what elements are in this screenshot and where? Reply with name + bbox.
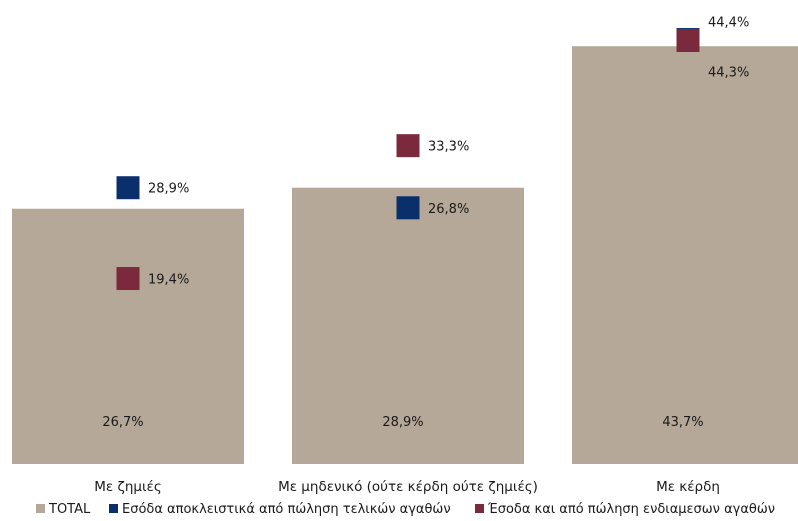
marker-series-2-0 [116,267,140,291]
legend-item-0: TOTAL [36,502,91,517]
bar-total-2 [572,46,798,465]
legend-item-1: Εσόδα αποκλειστικά από πώληση τελικών αγ… [109,502,451,517]
marker-label-series-1-2: 44,4% [708,16,749,31]
legend-swatch-2 [475,504,484,513]
bars-layer [12,46,798,465]
bar-total-label-0: 26,7% [102,415,143,430]
legend-label-0: TOTAL [48,502,91,517]
bar-labels-layer: 26,7% 28,9% 43,7% [102,415,703,430]
legend-item-2: Έσοδα και από πώληση ενδιαμεσων αγαθών [475,502,775,517]
bar-total-0 [12,208,244,464]
marker-series-2-2 [676,28,700,52]
bar-total-label-2: 43,7% [662,415,703,430]
category-label-0: Με ζημιές [94,479,162,495]
bar-total-1 [292,187,524,464]
marker-series-2-1 [396,134,420,158]
legend-label-2: Έσοδα και από πώληση ενδιαμεσων αγαθών [487,502,775,517]
marker-series-1-1 [396,196,420,220]
category-axis: Με ζημιές Με μηδενικό (ούτε κέρδη ούτε ζη… [94,479,720,495]
bar-total-label-1: 28,9% [382,415,423,430]
markers-layer [116,28,700,291]
marker-label-series-2-2: 44,3% [708,65,749,80]
marker-label-series-1-0: 28,9% [148,182,189,197]
legend: TOTAL Εσόδα αποκλειστικά από πώληση τελικ… [36,502,775,517]
legend-swatch-1 [109,504,118,513]
category-label-1: Με μηδενικό (ούτε κέρδη ούτε ζημιές) [278,479,538,495]
marker-label-series-1-1: 26,8% [428,202,469,217]
legend-swatch-0 [36,504,45,513]
marker-labels-layer: 28,9% 26,8% 44,4% 19,4% 33,3% 44,3% [148,16,749,288]
marker-label-series-2-0: 19,4% [148,273,189,288]
marker-label-series-2-1: 33,3% [428,140,469,155]
legend-label-1: Εσόδα αποκλειστικά από πώληση τελικών αγ… [122,502,451,517]
marker-series-1-0 [116,176,140,200]
category-label-2: Με κέρδη [656,479,720,495]
